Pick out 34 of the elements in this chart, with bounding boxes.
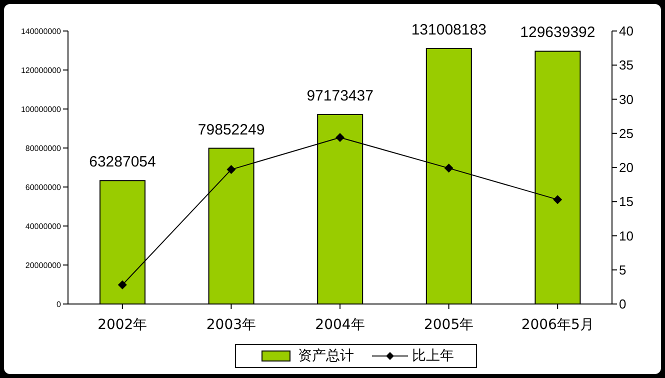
x-tick-label: 2004年	[315, 316, 365, 333]
y2-tick-label: 20	[619, 160, 634, 176]
data-label: 79852249	[198, 121, 265, 138]
y2-tick-label: 15	[619, 194, 634, 210]
data-label: 63287054	[89, 154, 156, 171]
x-tick-label: 2005年	[424, 316, 474, 333]
y2-tick-label: 40	[619, 24, 634, 39]
y-tick-label: 80000000	[25, 144, 62, 153]
point	[118, 280, 127, 290]
point	[444, 164, 454, 173]
y2-tick-label: 5	[619, 262, 626, 278]
data-label: 129639392	[520, 24, 596, 42]
y-tick-label: 20000000	[25, 260, 62, 270]
y-tick-label: 120000000	[20, 66, 62, 75]
y2-tick-label: 0	[619, 296, 626, 312]
x-tick-label: 2003年	[206, 316, 256, 333]
point	[336, 132, 344, 142]
x-tick-label: 2006年5月	[521, 316, 594, 333]
point	[226, 165, 236, 174]
y2-tick-label: 35	[619, 58, 634, 73]
legend-label: 资产总计	[298, 347, 354, 365]
y-tick-label: 60000000	[25, 182, 62, 192]
legend-label: 比上年	[412, 347, 454, 365]
point	[553, 195, 562, 204]
y-tick-label: 100000000	[20, 104, 62, 114]
x-tick-label: 2002年	[98, 316, 148, 333]
data-label: 131008183	[411, 22, 486, 39]
data-label: 97173437	[306, 88, 374, 105]
y-tick-label: 140000000	[20, 26, 62, 36]
y-tick-label: 0	[56, 300, 62, 309]
y2-tick-label: 25	[619, 126, 634, 141]
y2-tick-label: 30	[619, 92, 634, 107]
y2-tick-label: 10	[619, 228, 634, 244]
y-tick-label: 40000000	[25, 222, 62, 231]
